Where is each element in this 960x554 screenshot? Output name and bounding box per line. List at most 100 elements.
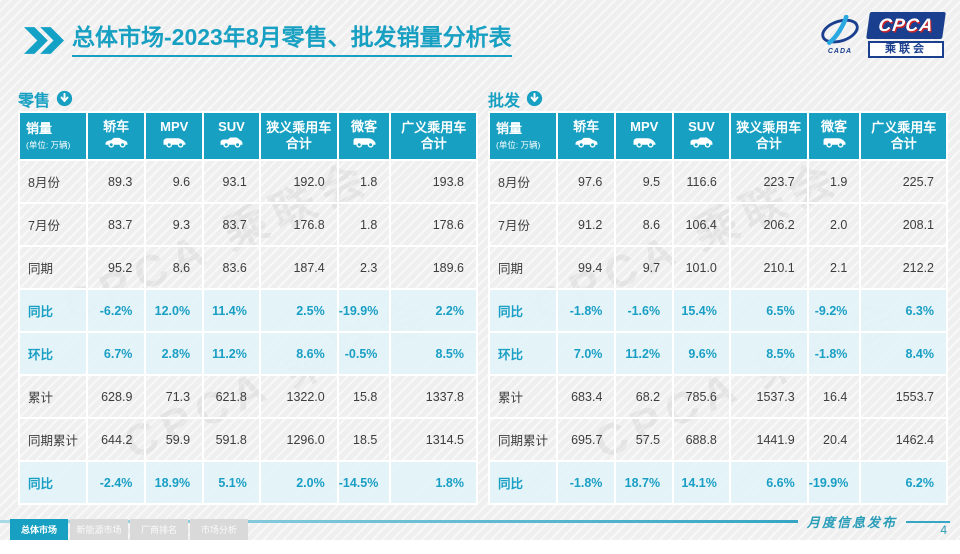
cell-value: 628.9 [85,374,147,419]
row-label: 环比 [488,331,558,376]
table-row: 同期累计 644.2 59.9 591.8 1296.0 18.5 1314.5 [18,417,478,462]
cell-value: 1322.0 [258,374,339,419]
cell-value: -1.8% [806,331,862,376]
cell-value: 1.8 [336,159,392,204]
cell-value: 206.2 [728,202,809,247]
cell-value: 1462.4 [859,417,948,462]
microvan-icon [823,138,846,148]
cell-value: 688.8 [672,417,731,462]
col-header: MPV [614,111,675,161]
page-number: 4 [940,523,947,537]
page-title-prefix: 总体市场 [72,24,164,50]
cell-value: 71.3 [144,374,205,419]
cell-value: 189.6 [389,245,478,290]
cell-value: 18.7% [614,460,675,505]
col-header: SUV [672,111,731,161]
cell-value: 1314.5 [389,417,478,462]
cell-value: 785.6 [672,374,731,419]
cpca-logo: CADA CPCA 乘联会 [817,12,946,58]
cell-value: 1.8% [389,460,478,505]
cell-value: 6.5% [728,288,809,333]
col-header: SUV [202,111,261,161]
bottom-tab-3[interactable]: 市场分析 [190,519,248,540]
slide-canvas: 总体市场-2023年8月零售、批发销量分析表 CADA CPCA 乘联会 零售 … [0,0,960,540]
cell-value: 57.5 [614,417,675,462]
cell-value: -6.2% [85,288,147,333]
cell-value: 644.2 [85,417,147,462]
cell-value: 1296.0 [258,417,339,462]
wholesale-table-section: 批发 CPCA 乘联会 CPCA 乘联会 销量 (单位: 万辆) 轿车 MPV SUV … [488,86,948,505]
cell-value: 11.2% [202,331,261,376]
row-label: 累计 [18,374,88,419]
bottom-tab-bar: 总体市场 新能源市场 厂商排名 市场分析 [10,519,248,540]
cell-value: -14.5% [336,460,392,505]
cell-value: 8.6% [258,331,339,376]
bottom-tab-2[interactable]: 厂商排名 [130,519,188,540]
cell-value: 18.9% [144,460,205,505]
col-header: 广义乘用车 合计 [859,111,948,161]
cell-value: 99.4 [555,245,617,290]
table-row: 7月份 83.7 9.3 83.7 176.8 1.8 178.6 [18,202,478,247]
col-header: 狭义乘用车 合计 [728,111,809,161]
cell-value: 59.9 [144,417,205,462]
cell-value: 2.3 [336,245,392,290]
sedan-icon [105,138,128,148]
bottom-tab-0[interactable]: 总体市场 [10,519,68,540]
cell-value: 591.8 [202,417,261,462]
cell-value: 2.2% [389,288,478,333]
cell-value: 83.7 [85,202,147,247]
cell-value: 1441.9 [728,417,809,462]
wholesale-table: 销量 (单位: 万辆) 轿车 MPV SUV 狭义乘用车 合计 微客 广义乘用车 合计 8月… [488,111,948,505]
title-bar: 总体市场-2023年8月零售、批发销量分析表 [24,24,512,58]
row-label: 7月份 [18,202,88,247]
cell-value: 193.8 [389,159,478,204]
cell-value: 95.2 [85,245,147,290]
cell-value: 187.4 [258,245,339,290]
col-header: MPV [144,111,205,161]
suv-icon [690,137,713,148]
col-header: 微客 [806,111,862,161]
cell-value: 6.6% [728,460,809,505]
table-row: 环比 7.0% 11.2% 9.6% 8.5% -1.8% 8.4% [488,331,948,376]
row-label: 累计 [488,374,558,419]
cell-value: 6.3% [859,288,948,333]
suv-icon [220,137,243,148]
cell-value: -0.5% [336,331,392,376]
cada-emblem: CADA [817,15,863,55]
cell-value: 14.1% [672,460,731,505]
cada-swoosh-icon [821,15,859,45]
cell-value: 83.6 [202,245,261,290]
cell-value: 695.7 [555,417,617,462]
cell-value: 2.5% [258,288,339,333]
row-label: 同期累计 [18,417,88,462]
cell-value: 16.4 [806,374,862,419]
section-label-wholesale: 批发 [488,92,521,110]
cell-value: -9.2% [806,288,862,333]
row-label: 同期 [18,245,88,290]
row-label: 7月份 [488,202,558,247]
cell-value: 8.6 [144,245,205,290]
cell-value: 8.5% [389,331,478,376]
row-label: 8月份 [488,159,558,204]
cell-value: 1.9 [806,159,862,204]
cell-value: 6.2% [859,460,948,505]
footer-rule-line [0,520,798,523]
cell-value: 192.0 [258,159,339,204]
bottom-tab-1[interactable]: 新能源市场 [70,519,128,540]
table-row: 同期 95.2 8.6 83.6 187.4 2.3 189.6 [18,245,478,290]
row-label: 同期累计 [488,417,558,462]
cell-value: -1.8% [555,288,617,333]
cell-value: 621.8 [202,374,261,419]
cell-value: 225.7 [859,159,948,204]
cell-value: -19.9% [806,460,862,505]
cell-value: 1537.3 [728,374,809,419]
cell-value: -1.6% [614,288,675,333]
table-row: 8月份 97.6 9.5 116.6 223.7 1.9 225.7 [488,159,948,204]
cell-value: 18.5 [336,417,392,462]
row-label: 环比 [18,331,88,376]
footer-note: 月度信息发布 [806,515,897,530]
row-label: 同比 [18,288,88,333]
cpca-logo-text: CPCA 乘联会 [866,12,946,58]
double-chevron-icon [24,27,64,54]
cell-value: 1553.7 [859,374,948,419]
